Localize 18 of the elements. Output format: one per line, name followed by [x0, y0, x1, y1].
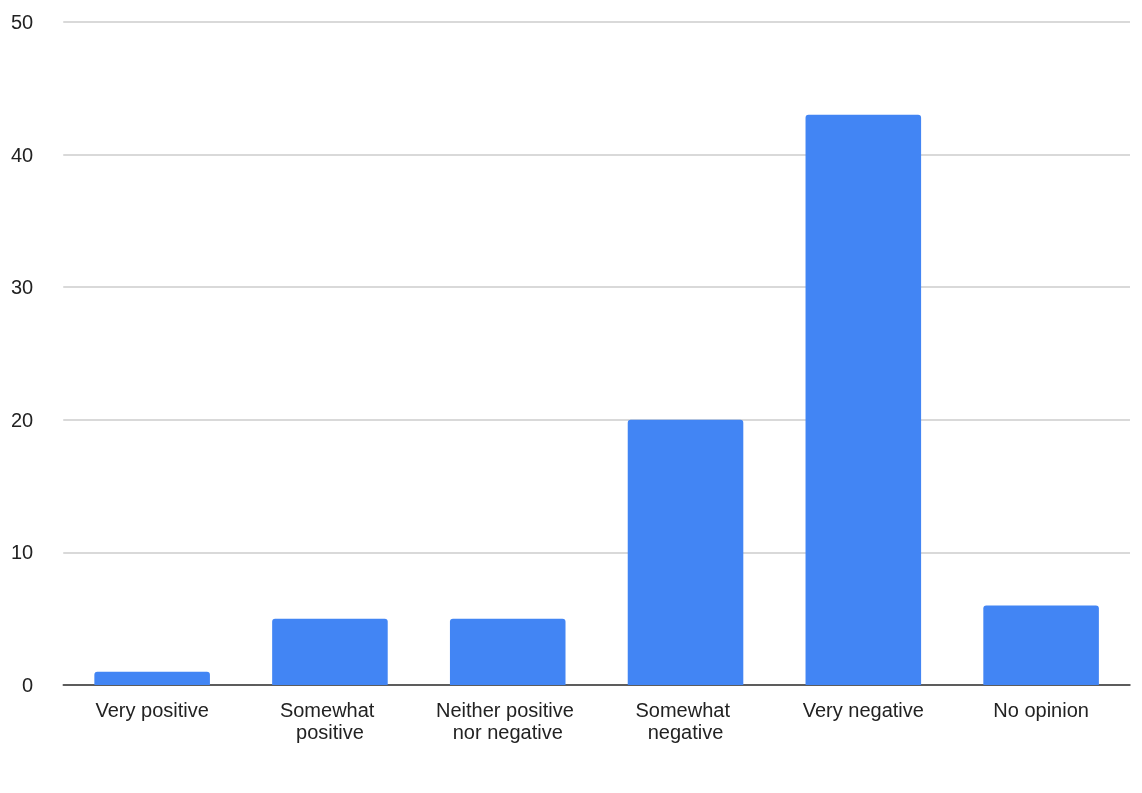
y-tick-label: 10 [11, 541, 34, 564]
bar [805, 114, 922, 685]
bar [449, 618, 566, 685]
bar [272, 618, 388, 685]
bar [627, 419, 744, 685]
y-tick-label: 0 [22, 674, 34, 696]
y-tick-label: 50 [11, 11, 34, 33]
x-tick-label: No opinion [993, 699, 1089, 721]
bar [94, 671, 210, 685]
y-tick-label: 20 [11, 408, 34, 431]
y-tick-label: 30 [11, 276, 34, 299]
x-tick-label: Very negative [802, 699, 924, 721]
x-tick-label: Very positive [95, 699, 209, 721]
y-tick-label: 40 [11, 143, 34, 166]
x-tick-label: Neither positive nor negative [436, 699, 580, 743]
x-tick-label: Somewhat negative [635, 699, 736, 743]
bar [983, 605, 1099, 685]
x-tick-label: Somewhat positive [279, 699, 380, 743]
